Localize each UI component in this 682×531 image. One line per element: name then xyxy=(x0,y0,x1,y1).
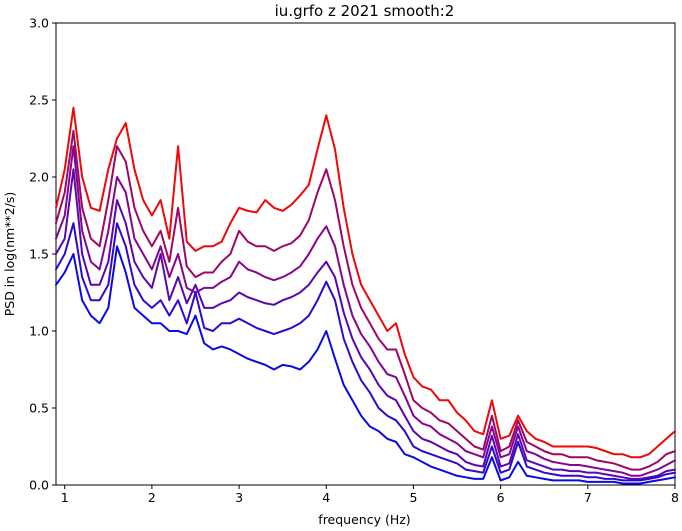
y-axis-ticks: 0.0 0.5 1.0 1.5 2.0 2.5 3.0 xyxy=(29,16,56,493)
series-line-5 xyxy=(55,222,676,482)
x-tick-label: 4 xyxy=(322,490,330,505)
y-tick-label: 2.0 xyxy=(29,170,49,185)
x-axis-label: frequency (Hz) xyxy=(318,512,410,527)
x-tick-label: 5 xyxy=(409,490,417,505)
series-line-1 xyxy=(55,106,676,459)
y-tick-label: 0.0 xyxy=(29,478,49,493)
x-tick-label: 8 xyxy=(671,490,679,505)
plot-area-frame xyxy=(55,22,676,486)
y-tick-label: 3.0 xyxy=(29,16,49,31)
chart-title: iu.grfo z 2021 smooth:2 xyxy=(275,2,455,20)
y-tick-label: 1.0 xyxy=(29,324,49,339)
series-line-2 xyxy=(55,129,676,471)
series-line-3 xyxy=(55,145,676,477)
series-group xyxy=(55,106,676,485)
x-tick-label: 7 xyxy=(584,490,592,505)
series-line-6 xyxy=(55,245,676,485)
x-tick-label: 1 xyxy=(61,490,69,505)
y-axis-label: PSD in log(nm**2/s) xyxy=(2,192,17,317)
x-tick-label: 6 xyxy=(497,490,505,505)
x-tick-label: 3 xyxy=(235,490,243,505)
y-tick-label: 0.5 xyxy=(29,401,49,416)
y-tick-label: 2.5 xyxy=(29,93,49,108)
y-tick-label: 1.5 xyxy=(29,247,49,262)
x-tick-label: 2 xyxy=(148,490,156,505)
x-axis-ticks: 1 2 3 4 5 6 7 8 xyxy=(61,485,679,505)
series-line-4 xyxy=(55,168,676,480)
